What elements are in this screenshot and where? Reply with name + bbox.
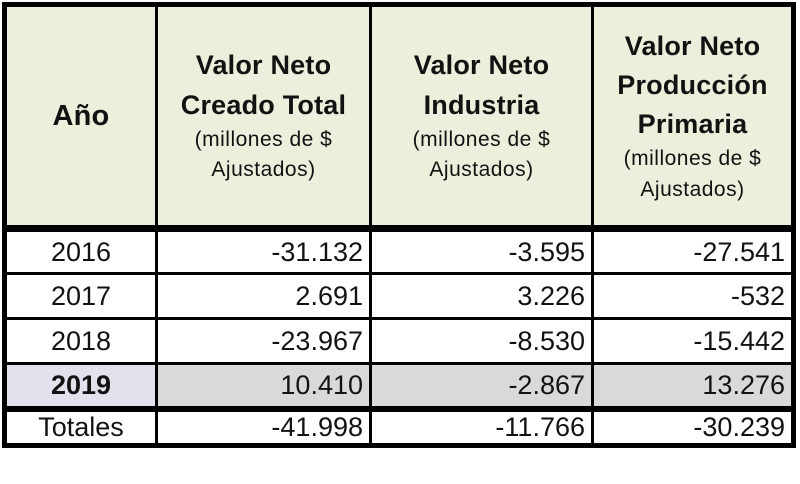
- table-row-2016: 2016 -31.132 -3.595 -27.541: [3, 227, 795, 275]
- header-primaria-subtitle: (millones de $ Ajustados): [623, 147, 762, 201]
- cell-2019-primaria: 13.276: [591, 362, 795, 410]
- header-total-subtitle: (millones de $ Ajustados): [194, 127, 333, 182]
- net-value-table: Año Valor Neto Creado Total (millones de…: [2, 2, 796, 448]
- cell-2018-industria: -8.530: [369, 317, 594, 365]
- header-ano: Año: [3, 3, 158, 232]
- cell-2018-year: 2018: [3, 317, 158, 365]
- cell-totales-label: Totales: [3, 405, 158, 447]
- cell-2016-year: 2016: [3, 227, 158, 275]
- cell-2017-year: 2017: [3, 272, 158, 320]
- header-primaria-title: Valor Neto Producción Primaria: [617, 30, 768, 140]
- header-total-title: Valor Neto Creado Total: [180, 50, 347, 120]
- cell-2019-year: 2019: [3, 362, 158, 410]
- cell-totales-primaria: -30.239: [591, 405, 795, 447]
- cell-2019-industria: -2.867: [369, 362, 594, 410]
- cell-2018-total: -23.967: [155, 317, 372, 365]
- cell-2018-primaria: -15.442: [591, 317, 795, 365]
- cell-totales-industria: -11.766: [369, 405, 594, 447]
- header-valor-neto-industria: Valor Neto Industria (millones de $ Ajus…: [369, 3, 594, 232]
- cell-2017-total: 2.691: [155, 272, 372, 320]
- header-ano-title: Año: [52, 99, 110, 132]
- table-row-totales: Totales -41.998 -11.766 -30.239: [3, 405, 795, 447]
- table-row-2017: 2017 2.691 3.226 -532: [3, 272, 795, 320]
- cell-2016-total: -31.132: [155, 227, 372, 275]
- cell-2019-total: 10.410: [155, 362, 372, 410]
- header-row: Año Valor Neto Creado Total (millones de…: [3, 3, 795, 232]
- cell-2017-industria: 3.226: [369, 272, 594, 320]
- cell-totales-total: -41.998: [155, 405, 372, 447]
- header-industria-title: Valor Neto Industria: [413, 50, 550, 120]
- table-row-2019-highlighted: 2019 10.410 -2.867 13.276: [3, 362, 795, 410]
- cell-2016-industria: -3.595: [369, 227, 594, 275]
- cell-2017-primaria: -532: [591, 272, 795, 320]
- header-valor-neto-produccion-primaria: Valor Neto Producción Primaria (millones…: [591, 3, 795, 232]
- header-industria-subtitle: (millones de $ Ajustados): [412, 127, 551, 182]
- cell-2016-primaria: -27.541: [591, 227, 795, 275]
- table-row-2018: 2018 -23.967 -8.530 -15.442: [3, 317, 795, 365]
- header-valor-neto-creado-total: Valor Neto Creado Total (millones de $ A…: [155, 3, 372, 232]
